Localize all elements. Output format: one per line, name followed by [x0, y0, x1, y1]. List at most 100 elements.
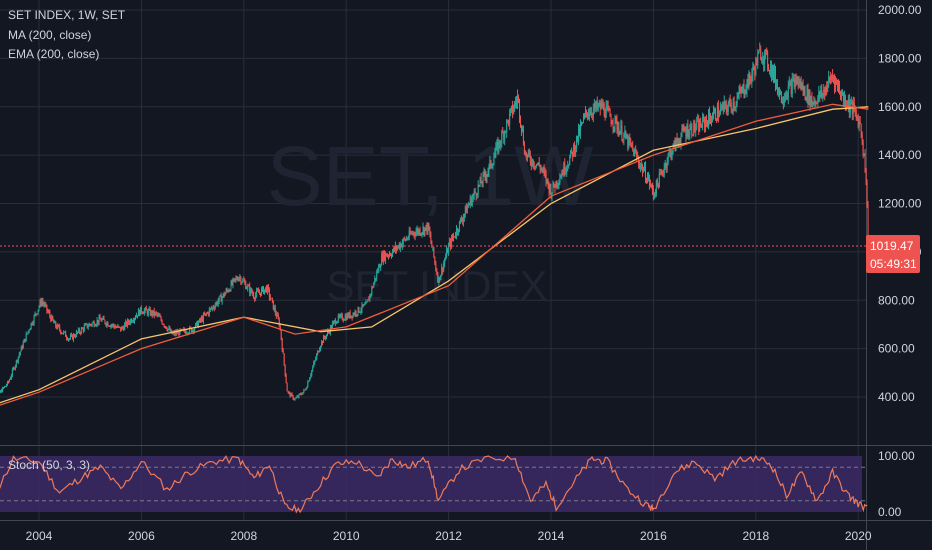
candle-body: [843, 96, 845, 101]
candle-body: [813, 102, 815, 104]
candle-body: [344, 315, 346, 320]
candle-body: [391, 251, 393, 256]
candle-body: [534, 166, 536, 168]
candle-body: [663, 167, 665, 174]
candle-body: [599, 102, 601, 110]
candle-body: [205, 313, 207, 315]
candle-body: [704, 118, 706, 127]
candle-body: [479, 177, 481, 185]
candle-body: [507, 120, 509, 122]
candle-body: [394, 245, 396, 251]
candle-body: [782, 102, 784, 104]
candle-body: [380, 265, 382, 268]
legend-ma[interactable]: MA (200, close): [8, 28, 92, 42]
candle-body: [420, 233, 422, 235]
candle-body: [778, 87, 780, 95]
candle-body: [299, 393, 301, 395]
candle-body: [668, 152, 670, 154]
candle-body: [416, 229, 418, 232]
candle-body: [584, 110, 586, 115]
candle-body: [830, 77, 832, 80]
candle-body: [687, 125, 689, 138]
candle-body: [607, 105, 609, 110]
candle-body: [424, 227, 426, 235]
candle-body: [748, 72, 750, 88]
candle-body: [47, 310, 49, 312]
candle-body: [144, 307, 146, 311]
x-tick-label: 2004: [26, 529, 53, 543]
candle-body: [714, 109, 716, 120]
legend-stoch[interactable]: Stoch (50, 3, 3): [8, 458, 91, 472]
candle-body: [703, 116, 705, 119]
candle-body: [452, 237, 454, 239]
candle-body: [839, 92, 841, 98]
candle-body: [23, 339, 25, 343]
candle-body: [115, 327, 117, 329]
candle-body: [698, 119, 700, 132]
candle-body: [275, 313, 277, 317]
candle-body: [828, 77, 830, 86]
candle-body: [53, 320, 55, 324]
candle-body: [792, 78, 794, 80]
candle-body: [445, 256, 447, 261]
x-tick-label: 2006: [128, 529, 155, 543]
candle-body: [245, 282, 247, 289]
candle-body: [693, 121, 695, 136]
candle-body: [700, 121, 702, 127]
candle-body: [689, 128, 691, 136]
candle-body: [606, 105, 608, 107]
candle-body: [22, 342, 24, 349]
candle-body: [463, 213, 465, 218]
candle-body: [570, 149, 572, 157]
candle-body: [506, 120, 508, 133]
candle-body: [811, 97, 813, 105]
candle-body: [656, 180, 658, 184]
candle-body: [860, 124, 862, 133]
candle-body: [755, 58, 757, 75]
candle-body: [765, 50, 767, 53]
candle-body: [519, 117, 521, 125]
candle-body: [112, 324, 114, 326]
candle-body: [111, 325, 113, 327]
candle-body: [710, 119, 712, 123]
candle-body: [740, 91, 742, 93]
candle-body: [385, 253, 387, 261]
candles: [0, 42, 869, 401]
legend-symbol[interactable]: SET INDEX, 1W, SET: [8, 8, 126, 22]
candle-body: [176, 331, 178, 334]
candle-body: [56, 326, 58, 329]
candle-body: [863, 153, 865, 155]
candle-body: [709, 112, 711, 119]
candle-body: [631, 142, 633, 147]
candle-body: [716, 106, 718, 121]
candle-body: [501, 132, 503, 144]
candle-body: [248, 285, 250, 287]
candle-body: [98, 316, 100, 324]
candle-body: [686, 125, 688, 137]
candle-body: [105, 323, 107, 326]
candle-body: [836, 79, 838, 82]
candle-body: [401, 243, 403, 247]
candle-body: [147, 310, 149, 315]
candle-body: [244, 281, 246, 283]
candle-body: [517, 95, 519, 103]
candle-body: [217, 301, 219, 305]
candle-body: [791, 79, 793, 95]
candle-body: [853, 102, 855, 110]
candle-body: [814, 100, 816, 104]
candle-body: [325, 337, 327, 339]
candle-body: [13, 367, 15, 370]
candle-body: [339, 315, 341, 317]
candle-body: [262, 286, 264, 294]
candle-body: [280, 329, 282, 340]
candle-body: [588, 114, 590, 116]
candle-body: [448, 245, 450, 254]
candle-body: [491, 165, 493, 167]
legend-ema[interactable]: EMA (200, close): [8, 47, 100, 61]
candle-body: [444, 260, 446, 264]
candle-body: [286, 382, 288, 392]
candle-body: [556, 181, 558, 186]
candle-body: [372, 287, 374, 289]
candle-body: [37, 309, 39, 314]
